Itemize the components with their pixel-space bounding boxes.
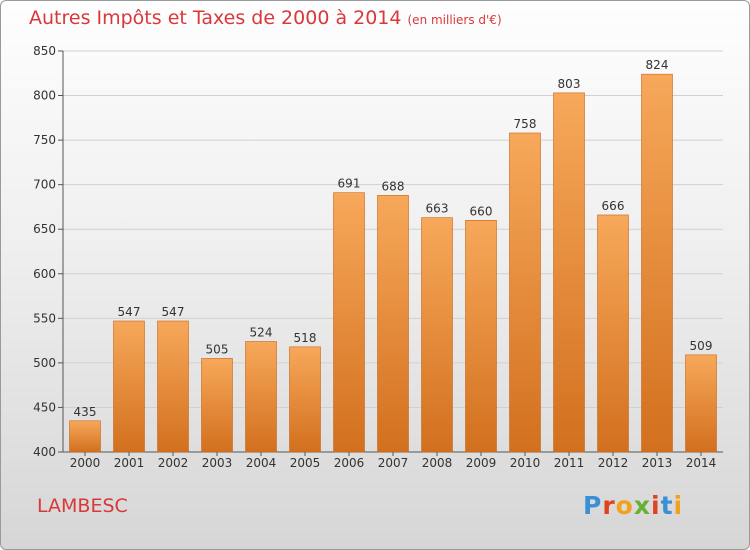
x-tick-label: 2014 bbox=[686, 456, 717, 470]
bar-value-label: 547 bbox=[118, 305, 141, 319]
y-tick-label: 550 bbox=[33, 311, 56, 325]
bar-value-label: 509 bbox=[690, 339, 713, 353]
x-tick-label: 2007 bbox=[378, 456, 409, 470]
bar-value-label: 435 bbox=[74, 405, 97, 419]
bar-value-label: 660 bbox=[470, 204, 493, 218]
bar bbox=[113, 320, 145, 453]
x-tick-label: 2000 bbox=[70, 456, 101, 470]
logo-letter: r bbox=[602, 491, 616, 520]
y-tick-label: 700 bbox=[33, 178, 56, 192]
bar bbox=[465, 220, 497, 453]
x-tick-label: 2001 bbox=[114, 456, 145, 470]
x-tick-label: 2008 bbox=[422, 456, 453, 470]
bar-value-label: 824 bbox=[646, 58, 669, 72]
x-tick-label: 2012 bbox=[598, 456, 629, 470]
title-main: Autres Impôts et Taxes de 2000 à 2014 bbox=[29, 7, 402, 29]
bar-value-label: 803 bbox=[558, 77, 581, 91]
x-tick-label: 2005 bbox=[290, 456, 321, 470]
title-unit: (en milliers d'€) bbox=[407, 13, 502, 27]
logo-letter: o bbox=[615, 491, 634, 520]
bar bbox=[245, 341, 277, 453]
logo-letter: x bbox=[633, 491, 651, 520]
logo-letter: i bbox=[651, 491, 661, 520]
bar bbox=[553, 92, 585, 453]
proxiti-logo: Proxiti bbox=[583, 491, 683, 520]
bar bbox=[509, 132, 541, 453]
bar bbox=[69, 420, 101, 453]
y-tick-label: 850 bbox=[33, 44, 56, 58]
y-tick-label: 800 bbox=[33, 89, 56, 103]
logo-letter: i bbox=[673, 491, 684, 520]
x-tick-label: 2006 bbox=[334, 456, 365, 470]
logo-letter: t bbox=[660, 491, 674, 520]
bar bbox=[597, 214, 629, 453]
bar-value-label: 758 bbox=[514, 117, 537, 131]
bar-value-label: 505 bbox=[206, 342, 229, 356]
x-tick-label: 2003 bbox=[202, 456, 233, 470]
y-tick-label: 450 bbox=[33, 400, 56, 414]
bar-value-label: 691 bbox=[338, 177, 361, 191]
y-tick-label: 650 bbox=[33, 222, 56, 236]
bar-value-label: 663 bbox=[426, 202, 449, 216]
chart-title: Autres Impôts et Taxes de 2000 à 2014 (en… bbox=[29, 7, 502, 29]
bar-value-label: 666 bbox=[602, 199, 625, 213]
y-tick-label: 600 bbox=[33, 267, 56, 281]
bar-value-label: 518 bbox=[294, 331, 317, 345]
x-tick-label: 2004 bbox=[246, 456, 277, 470]
x-tick-label: 2002 bbox=[158, 456, 189, 470]
x-tick-label: 2010 bbox=[510, 456, 541, 470]
bar bbox=[157, 320, 189, 453]
bar bbox=[685, 354, 717, 453]
bar bbox=[421, 217, 453, 453]
city-name: LAMBESC bbox=[37, 495, 128, 517]
x-tick-label: 2011 bbox=[554, 456, 585, 470]
bar-value-label: 688 bbox=[382, 179, 405, 193]
y-tick-label: 400 bbox=[33, 445, 56, 459]
logo-letter: P bbox=[583, 491, 603, 520]
bar bbox=[201, 358, 233, 453]
x-tick-label: 2013 bbox=[642, 456, 673, 470]
bar bbox=[641, 73, 673, 453]
y-tick-label: 500 bbox=[33, 356, 56, 370]
bar-value-label: 547 bbox=[162, 305, 185, 319]
bar bbox=[377, 195, 409, 453]
bar-value-label: 524 bbox=[250, 326, 273, 340]
bar bbox=[333, 192, 365, 453]
bar bbox=[289, 346, 321, 453]
y-tick-label: 750 bbox=[33, 133, 56, 147]
x-tick-label: 2009 bbox=[466, 456, 497, 470]
